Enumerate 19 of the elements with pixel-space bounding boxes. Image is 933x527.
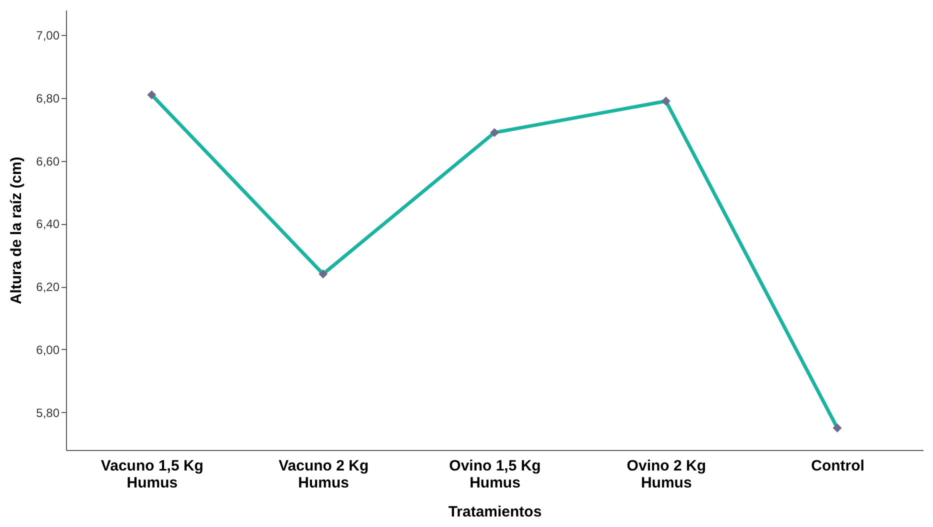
x-tick-label: Vacuno 1,5 Kg Humus (100, 458, 204, 492)
y-axis-title: Altura de la raíz (cm) (8, 156, 26, 304)
y-tick-label: 6,40 (36, 217, 60, 232)
y-tick-label: 6,20 (36, 280, 60, 294)
y-tick-label: 6,60 (36, 154, 60, 168)
point (147, 90, 156, 100)
x-tick-label: Ovino 2 Kg Humus (626, 458, 706, 492)
point (832, 424, 842, 432)
x-tick-label: Control (811, 458, 864, 474)
y-tick-label: 6,80 (36, 92, 60, 106)
point (661, 96, 670, 106)
y-tick-label: 6,00 (36, 342, 60, 357)
y-tick-label: 7,00 (36, 28, 60, 43)
x-tick-label: Vacuno 2 Kg Humus (278, 458, 369, 492)
point (490, 128, 499, 138)
x-tick-label: Ovino 1,5 Kg Humus (449, 458, 541, 492)
x-axis-title: Tratamientos (448, 504, 542, 520)
y-tick-label: 5,80 (36, 406, 60, 420)
point (318, 270, 328, 278)
